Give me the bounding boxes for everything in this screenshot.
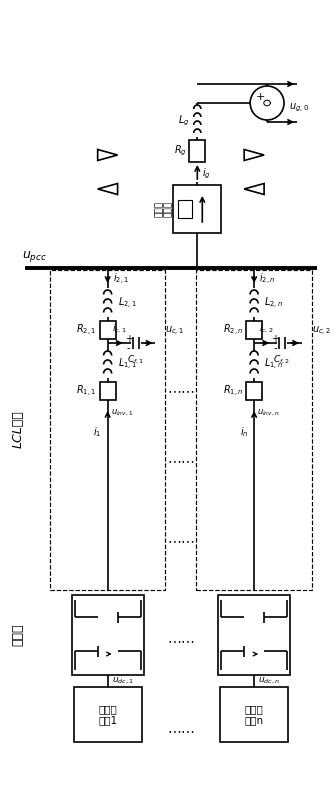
Text: 逆变器: 逆变器 [11,624,25,646]
Text: -: - [127,343,130,353]
Text: $L_{2,n}$: $L_{2,n}$ [264,296,283,311]
Text: 分布式
电源1: 分布式 电源1 [98,704,117,725]
Text: +: + [271,334,279,344]
Text: $\cdots\cdots$: $\cdots\cdots$ [167,453,195,467]
Text: $u_{g,0}$: $u_{g,0}$ [289,102,309,114]
Text: 分布式
电源n: 分布式 电源n [245,704,264,725]
Text: $\cdots\cdots$: $\cdots\cdots$ [167,383,195,397]
Bar [190,140,205,162]
Bar [196,270,312,590]
Text: $R_{2,n}$: $R_{2,n}$ [223,322,243,338]
Text: 全波计: 全波计 [155,201,164,217]
Text: $i_{2,1}$: $i_{2,1}$ [113,272,129,287]
Text: $u_{inv,1}$: $u_{inv,1}$ [111,408,133,418]
Text: $R_{1,1}$: $R_{1,1}$ [77,384,97,398]
Bar [50,270,165,590]
Text: $i_{c,1}$: $i_{c,1}$ [112,322,127,335]
Text: +: + [255,92,265,102]
Bar [72,595,143,675]
Text: $u_{c,2}$: $u_{c,2}$ [312,325,331,338]
Text: $C_{f,2}$: $C_{f,2}$ [274,354,291,366]
Bar [100,382,116,400]
Text: 量设备: 量设备 [164,201,173,217]
Text: $i_{1}$: $i_{1}$ [93,425,102,439]
Text: -: - [273,343,277,353]
Text: $R_{2,1}$: $R_{2,1}$ [77,322,97,338]
Text: LCL滤波: LCL滤波 [11,410,25,448]
Bar [220,687,288,742]
Bar [178,200,192,218]
Text: $u_{inv,n}$: $u_{inv,n}$ [257,408,280,418]
Bar [173,185,221,233]
Text: $u_{c,1}$: $u_{c,1}$ [165,325,184,338]
Text: $\cdots\cdots$: $\cdots\cdots$ [167,723,195,737]
Text: $i_{n}$: $i_{n}$ [240,425,248,439]
Bar [246,382,262,400]
Text: $u_{dc,1}$: $u_{dc,1}$ [112,676,133,686]
Bar [246,321,262,339]
Text: $i_{2,n}$: $i_{2,n}$ [259,272,276,287]
Text: $\cdots\cdots$: $\cdots\cdots$ [167,533,195,547]
Text: $L_{1,n}$: $L_{1,n}$ [264,357,283,372]
Text: $i_{c,2}$: $i_{c,2}$ [259,322,274,335]
Text: $\cdots\cdots$: $\cdots\cdots$ [167,633,195,647]
Text: $R_{1,n}$: $R_{1,n}$ [223,384,243,398]
Bar [100,321,116,339]
Text: $L_g$: $L_g$ [178,114,190,128]
Bar [218,595,290,675]
Text: $L_{2,1}$: $L_{2,1}$ [118,296,136,311]
Text: $R_g$: $R_g$ [174,143,186,158]
Text: $i_g$: $i_g$ [202,167,211,181]
Text: +: + [125,334,133,344]
Text: $C_{f,1}$: $C_{f,1}$ [127,354,144,366]
Text: $u_{dc,n}$: $u_{dc,n}$ [258,676,280,686]
Text: $L_{1,1}$: $L_{1,1}$ [118,357,136,372]
Text: $u_{pcc}$: $u_{pcc}$ [22,249,47,264]
Bar [74,687,141,742]
